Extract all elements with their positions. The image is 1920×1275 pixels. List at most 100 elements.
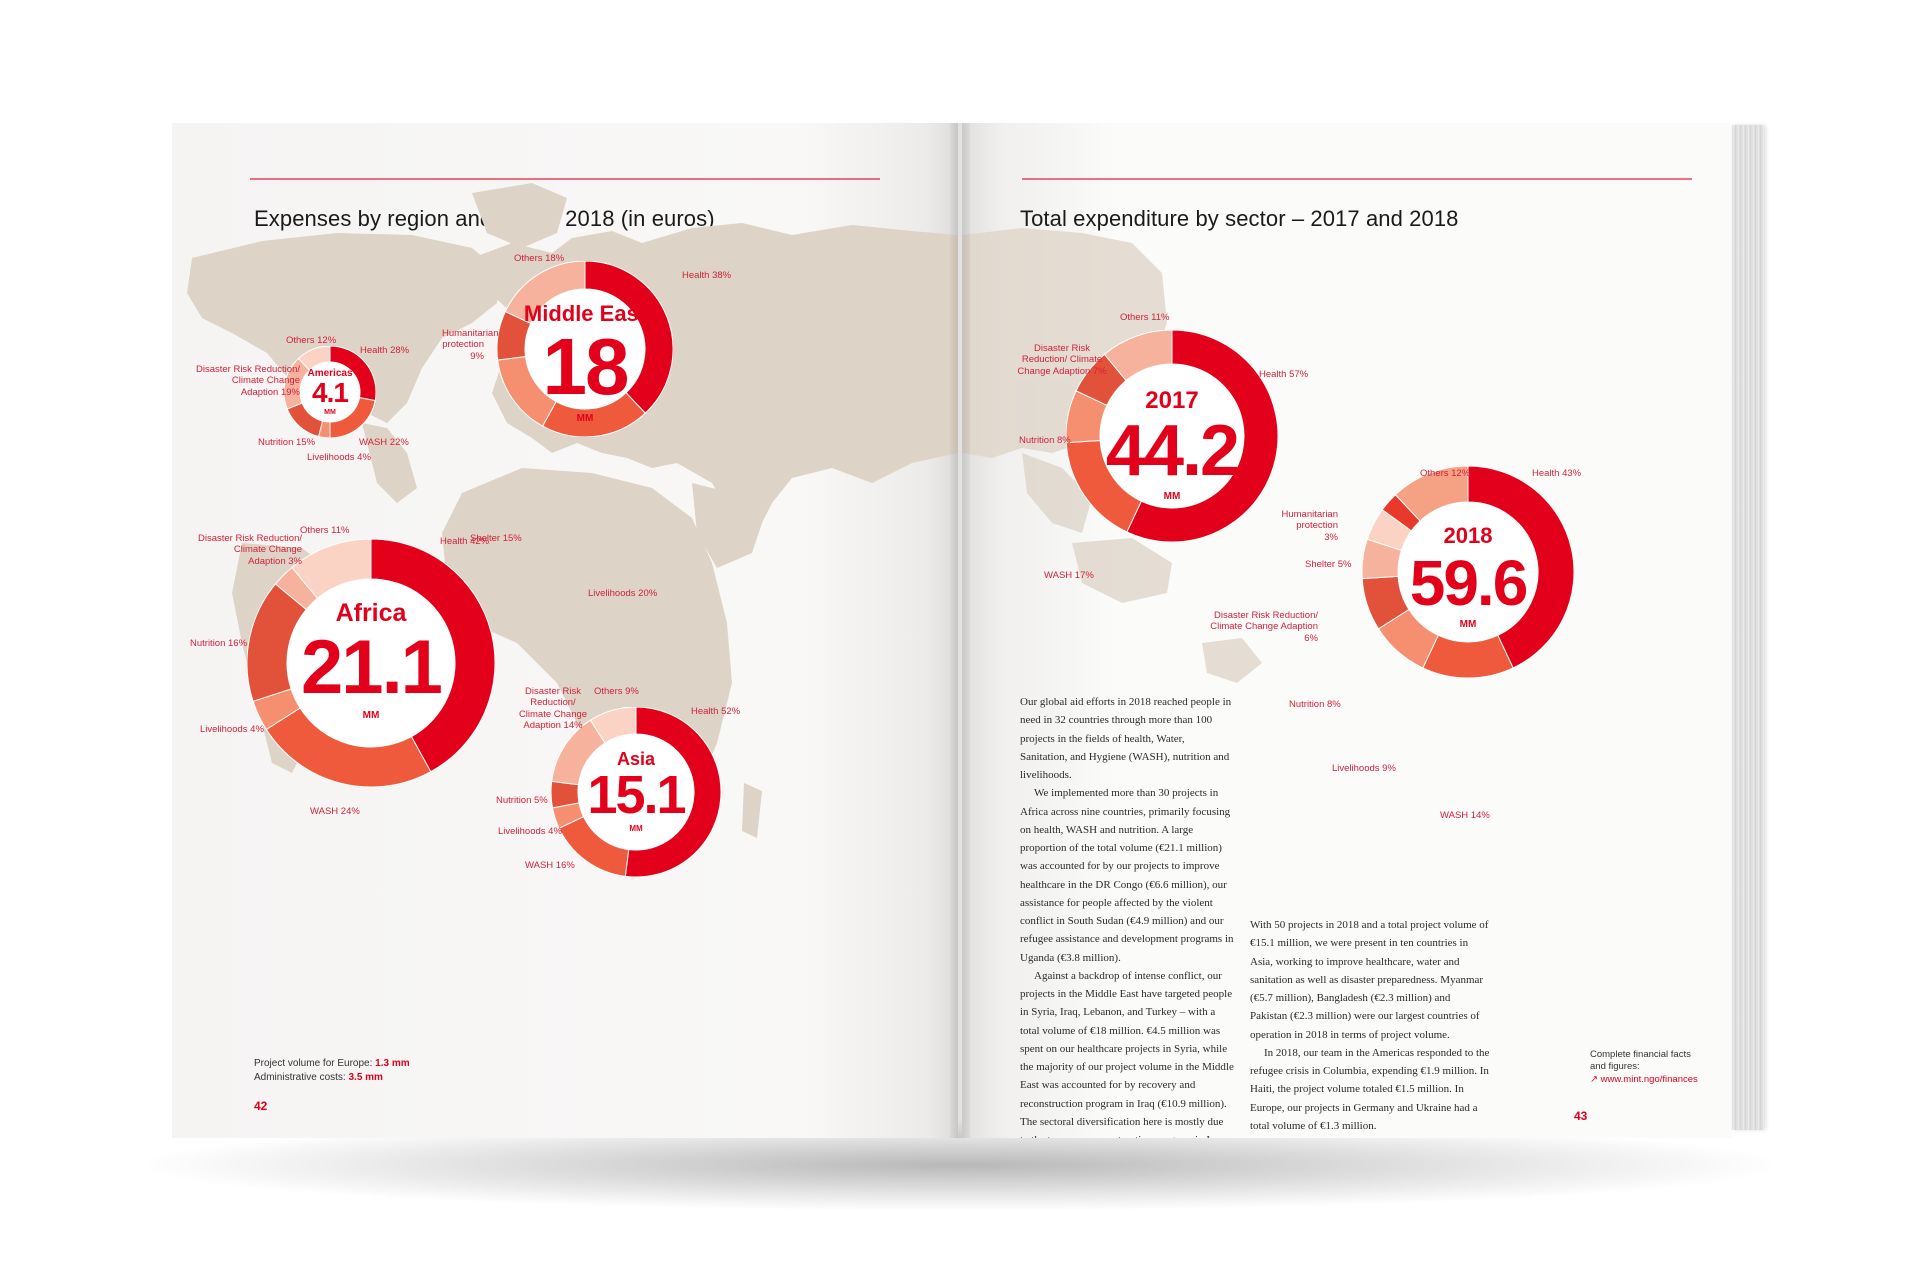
- admin-note-value: 3.5 mm: [348, 1071, 383, 1083]
- region-total: 4.1: [312, 377, 349, 408]
- year-label: 2017: [1145, 387, 1199, 414]
- donut-2018: [1362, 466, 1574, 678]
- donut-center-asia: Asia 15.1 MM: [551, 750, 721, 833]
- unit-label: MM: [324, 409, 336, 416]
- donut-center-2017: 2017 44.2 MM: [1066, 387, 1278, 503]
- slice-label: Others 11%: [1120, 312, 1170, 323]
- top-rule: [1022, 178, 1692, 180]
- paragraph: Our global aid efforts in 2018 reached p…: [1020, 696, 1232, 781]
- unit-label: MM: [362, 710, 380, 721]
- region-name: Americas: [307, 368, 353, 379]
- slice-label: Others 11%: [300, 525, 350, 536]
- donut-2017: [1066, 330, 1278, 542]
- slice-label: Nutrition 16%: [190, 638, 248, 649]
- slice-label: Health 43%: [1532, 468, 1582, 479]
- text-column-1: Our global aid efforts in 2018 reached p…: [1020, 693, 1234, 1138]
- slice-label: Nutrition 8%: [1019, 435, 1071, 446]
- paragraph: With 50 projects in 2018 and a total pro…: [1250, 919, 1489, 1041]
- region-name: Middle East: [523, 301, 647, 326]
- donut-slice: [370, 539, 495, 773]
- europe-note-value: 1.3 mm: [375, 1058, 410, 1069]
- slice-label: Disaster Risk Reduction/ Climate Change …: [1017, 343, 1107, 377]
- donut-asia: [551, 707, 721, 877]
- top-rule: [250, 178, 880, 180]
- slice-label: Disaster Risk Reduction/ Climate Change …: [195, 364, 300, 398]
- slice-label: Livelihoods 4%: [200, 724, 264, 735]
- finance-note-text: and figures:: [1590, 1061, 1640, 1073]
- region-notes: Project volume for Europe: 1.3 mm Admini…: [254, 1057, 410, 1084]
- slice-label: Livelihoods 4%: [498, 826, 562, 837]
- year-total: 59.6: [1409, 547, 1529, 619]
- finance-note: Complete financial facts and figures: ↗ …: [1590, 1049, 1698, 1086]
- donut-hole: [1100, 364, 1244, 508]
- slice-label: Humanitarian protection 9%: [442, 328, 499, 362]
- slice-label: Others 9%: [594, 686, 639, 697]
- slice-label: Nutrition 8%: [1289, 699, 1341, 710]
- page-number: 42: [254, 1099, 268, 1113]
- donut-center-americas: Americas 4.1 MM: [284, 368, 376, 417]
- left-page: Expenses by region and sector 2018 (in e…: [172, 123, 958, 1138]
- finance-note-text: Complete financial facts: [1590, 1049, 1691, 1060]
- text-column-2: With 50 projects in 2018 and a total pro…: [1250, 916, 1490, 1135]
- year-total: 44.2: [1105, 411, 1240, 491]
- donut-hole: [300, 362, 360, 422]
- region-total: 15.1: [587, 765, 686, 825]
- admin-note-label: Administrative costs:: [254, 1071, 346, 1083]
- slice-label: WASH 24%: [310, 806, 360, 817]
- slice-label: Health 38%: [682, 270, 732, 281]
- region-name: Africa: [335, 599, 407, 627]
- slice-label: Health 52%: [691, 706, 741, 717]
- paragraph: Against a backdrop of intense conflict, …: [1020, 969, 1234, 1138]
- slice-label: WASH 14%: [1440, 810, 1490, 821]
- page-number: 43: [1574, 1109, 1588, 1123]
- slice-label: Nutrition 5%: [496, 795, 548, 806]
- slice-label: Health 42%: [440, 536, 490, 547]
- slice-label: Others 12%: [286, 335, 337, 346]
- slice-label: Health 28%: [360, 345, 410, 356]
- slice-label: Humanitarian protection 3%: [1281, 509, 1339, 543]
- paragraph: We implemented more than 30 projects in …: [1020, 787, 1234, 964]
- slice-label: Others 18%: [514, 253, 565, 264]
- slice-label: WASH 17%: [1044, 570, 1094, 581]
- europe-note-label: Project volume for Europe:: [254, 1058, 373, 1069]
- donut-center-middle-east: Middle East 18 MM: [497, 301, 673, 425]
- slice-label: Disaster Risk Reduction/ Climate Change …: [1210, 610, 1318, 644]
- region-total: 21.1: [301, 625, 443, 710]
- year-label: 2018: [1443, 523, 1493, 548]
- donut-slice: [1394, 466, 1469, 522]
- slice-label: Others 12%: [1420, 468, 1471, 479]
- slice-label: Nutrition 15%: [258, 437, 316, 448]
- book-spine: [950, 123, 970, 1138]
- donut-middle-east: [497, 261, 673, 437]
- donut-center-2018: 2018 59.6 MM: [1362, 523, 1574, 631]
- region-total: 18: [542, 322, 630, 411]
- donut-hole: [578, 734, 694, 850]
- right-page: Total expenditure by sector – 2017 and 2…: [962, 123, 1732, 1138]
- donut-africa: [247, 539, 495, 787]
- slice-label: Livelihoods 4%: [307, 452, 371, 463]
- unit-label: MM: [629, 824, 643, 833]
- region-name: Asia: [616, 749, 656, 769]
- paragraph: In 2018, our team in the Americas respon…: [1250, 1046, 1490, 1132]
- donut-americas: [284, 346, 376, 438]
- finance-link[interactable]: ↗ www.mint.ngo/finances: [1590, 1074, 1698, 1086]
- donut-hole: [1398, 502, 1538, 642]
- donut-hole: [287, 579, 455, 747]
- finance-link-text[interactable]: www.mint.ngo/finances: [1600, 1073, 1698, 1085]
- external-link-icon: ↗: [1590, 1073, 1598, 1085]
- slice-label: Shelter 15%: [470, 533, 522, 544]
- donut-slice: [297, 346, 331, 371]
- slice-label: Shelter 5%: [1305, 559, 1352, 570]
- unit-label: MM: [1459, 619, 1477, 630]
- page-edges: [1732, 125, 1764, 1130]
- slice-label: WASH 16%: [525, 860, 575, 871]
- slice-label: Disaster Risk Reduction/ Climate Change …: [197, 533, 302, 567]
- unit-label: MM: [1163, 491, 1181, 502]
- slice-label: Health 57%: [1259, 369, 1309, 380]
- donut-center-africa: Africa 21.1 MM: [247, 599, 495, 722]
- unit-label: MM: [576, 413, 594, 424]
- donut-hole: [525, 289, 645, 409]
- slice-label: WASH 22%: [359, 437, 409, 448]
- slice-label: Livelihoods 20%: [588, 588, 658, 599]
- page-heading: Total expenditure by sector – 2017 and 2…: [1020, 206, 1459, 231]
